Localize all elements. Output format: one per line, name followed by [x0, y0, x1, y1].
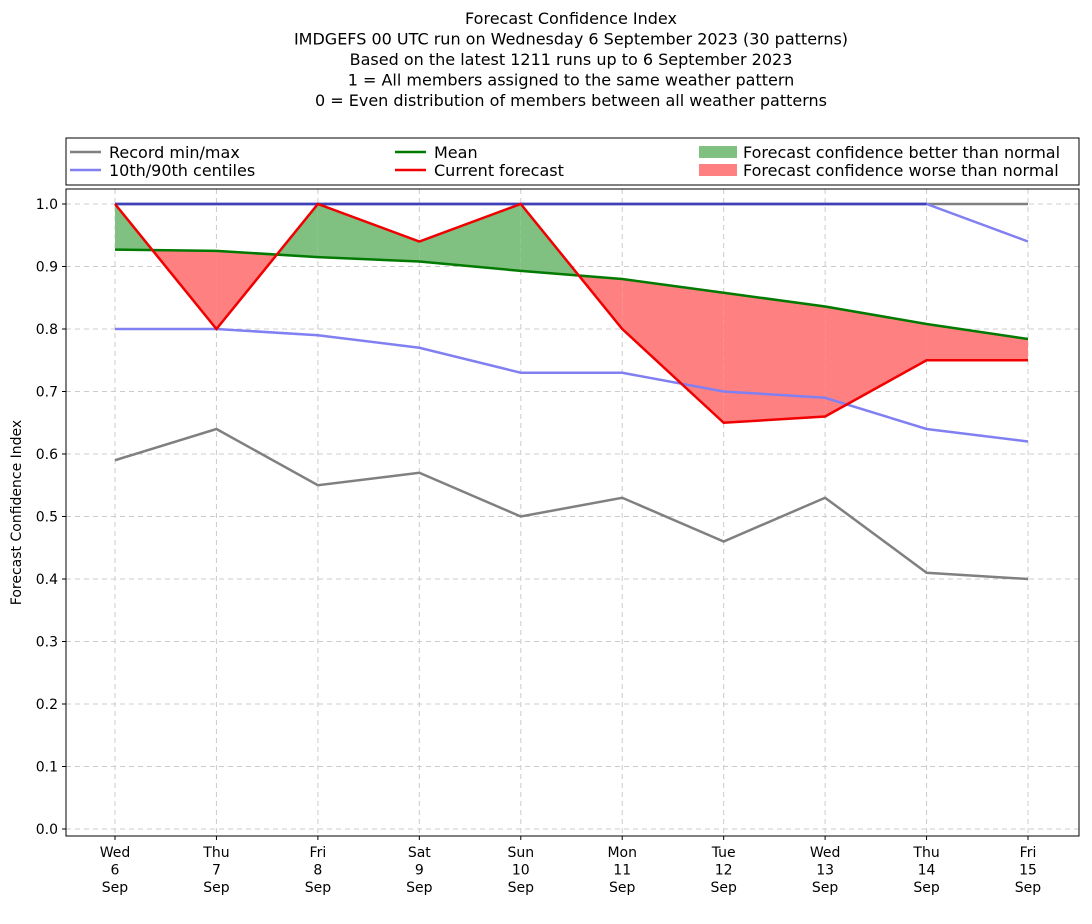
x-tick-label-2: Fri 8 Sep: [305, 845, 332, 896]
legend-entry-5: Forecast confidence worse than normal: [699, 161, 1059, 180]
legend-label-4: Forecast confidence better than normal: [743, 143, 1060, 162]
legend-entry-1: 10th/90th centiles: [70, 161, 255, 180]
mean-line: [114, 248, 1029, 341]
record-min-line: [114, 427, 1029, 581]
y-tick-label-7: 0.7: [36, 385, 58, 401]
x-tick-label-part-1-2: Sep: [203, 880, 230, 896]
y-axis-label: Forecast Confidence Index: [9, 420, 25, 605]
x-tick-label-part-6-1: 12: [715, 863, 733, 879]
better-fill-area-4: [317, 204, 420, 262]
worse-fill-area-8: [622, 279, 724, 423]
centile-90-line: [115, 202, 1029, 243]
x-tick-label-9: Fri 15 Sep: [1015, 845, 1042, 896]
x-tick-label-part-9-1: 15: [1019, 863, 1037, 879]
legend-label-2: Mean: [434, 143, 478, 162]
x-tick-label-part-5-0: Mon: [607, 845, 637, 861]
x-tick-label-part-0-1: 6: [111, 863, 120, 879]
chart-title: Forecast Confidence Index IMDGEFS 00 UTC …: [294, 9, 848, 110]
title-line-0: Forecast Confidence Index: [465, 9, 677, 28]
legend-frame: [65, 137, 1080, 186]
x-tick-label-7: Wed 13 Sep: [810, 845, 841, 896]
y-tick-label-1: 0.1: [36, 760, 58, 776]
y-tick-label-6: 0.6: [36, 447, 58, 463]
x-tick-label-3: Sat 9 Sep: [406, 845, 433, 896]
legend-swatch-5: [699, 164, 737, 176]
x-tick-label-4: Sun 10 Sep: [507, 845, 534, 896]
worse-fill-area-10: [825, 306, 927, 417]
legend-entry-3: Current forecast: [395, 161, 564, 180]
x-tick-label-part-5-1: 11: [613, 863, 631, 879]
y-tick-label-5: 0.5: [36, 510, 58, 526]
title-line-4: 0 = Even distribution of members between…: [315, 91, 827, 110]
y-axis-ticks: 0.0 0.1 0.2 0.3 0.4 0.5 0.6 0.7 0.8 0.9 1.0: [36, 197, 66, 838]
x-tick-label-6: Tue 12 Sep: [710, 845, 737, 896]
x-tick-label-part-8-0: Thu: [912, 845, 939, 861]
y-tick-label-9: 0.9: [36, 260, 58, 276]
legend-entry-4: Forecast confidence better than normal: [699, 143, 1060, 162]
x-tick-label-part-2-0: Fri: [310, 845, 327, 861]
x-tick-label-part-5-2: Sep: [609, 880, 636, 896]
series-lines: [114, 202, 1029, 581]
x-tick-label-part-0-2: Sep: [102, 880, 129, 896]
legend-label-5: Forecast confidence worse than normal: [743, 161, 1059, 180]
x-tick-label-part-4-1: 10: [512, 863, 530, 879]
x-tick-label-part-0-0: Wed: [100, 845, 131, 861]
x-tick-label-part-7-0: Wed: [810, 845, 841, 861]
confidence-fill-areas: [115, 204, 1028, 423]
legend-label-1: 10th/90th centiles: [109, 161, 255, 180]
x-tick-label-part-9-2: Sep: [1015, 880, 1042, 896]
legend-entry-2: Mean: [395, 143, 478, 162]
x-tick-label-part-7-1: 13: [816, 863, 834, 879]
title-line-2: Based on the latest 1211 runs up to 6 Se…: [350, 50, 793, 69]
x-tick-label-part-8-1: 14: [918, 863, 936, 879]
legend-label-0: Record min/max: [109, 143, 240, 162]
worse-fill-area-9: [723, 292, 826, 423]
title-line-1: IMDGEFS 00 UTC run on Wednesday 6 Septem…: [294, 30, 848, 49]
legend-swatch-4: [699, 146, 737, 158]
x-tick-label-part-3-2: Sep: [406, 880, 433, 896]
x-tick-label-part-3-0: Sat: [408, 845, 431, 861]
worse-fill-area-11: [926, 324, 1028, 361]
x-tick-label-part-4-2: Sep: [508, 880, 535, 896]
x-tick-label-part-7-2: Sep: [812, 880, 839, 896]
legend-entry-0: Record min/max: [70, 143, 240, 162]
x-tick-label-part-6-2: Sep: [710, 880, 737, 896]
x-tick-label-5: Mon 11 Sep: [607, 845, 637, 896]
y-tick-label-0: 0.0: [36, 822, 58, 838]
title-line-3: 1 = All members assigned to the same wea…: [348, 71, 795, 90]
x-tick-label-part-1-0: Thu: [202, 845, 229, 861]
x-tick-label-0: Wed 6 Sep: [100, 845, 131, 896]
plot-frame: [65, 188, 1080, 837]
y-tick-label-10: 1.0: [36, 197, 58, 213]
x-tick-label-part-1-1: 7: [212, 863, 221, 879]
x-tick-label-part-9-0: Fri: [1020, 845, 1037, 861]
current-forecast-line: [114, 202, 1028, 425]
y-tick-label-2: 0.2: [36, 697, 58, 713]
y-tick-label-3: 0.3: [36, 635, 58, 651]
y-tick-label-8: 0.8: [36, 322, 58, 338]
x-tick-label-part-6-0: Tue: [711, 845, 736, 861]
x-tick-label-part-2-1: 8: [313, 863, 322, 879]
y-tick-label-4: 0.4: [36, 572, 58, 588]
better-fill-area-5: [419, 204, 521, 271]
x-tick-label-1: Thu 7 Sep: [202, 845, 229, 896]
x-tick-label-part-8-2: Sep: [913, 880, 940, 896]
centile-10-line: [115, 327, 1029, 443]
x-tick-label-part-2-2: Sep: [305, 880, 332, 896]
x-tick-label-part-3-1: 9: [415, 863, 424, 879]
x-tick-label-8: Thu 14 Sep: [912, 845, 939, 896]
legend-label-3: Current forecast: [434, 161, 564, 180]
x-tick-label-part-4-0: Sun: [507, 845, 534, 861]
